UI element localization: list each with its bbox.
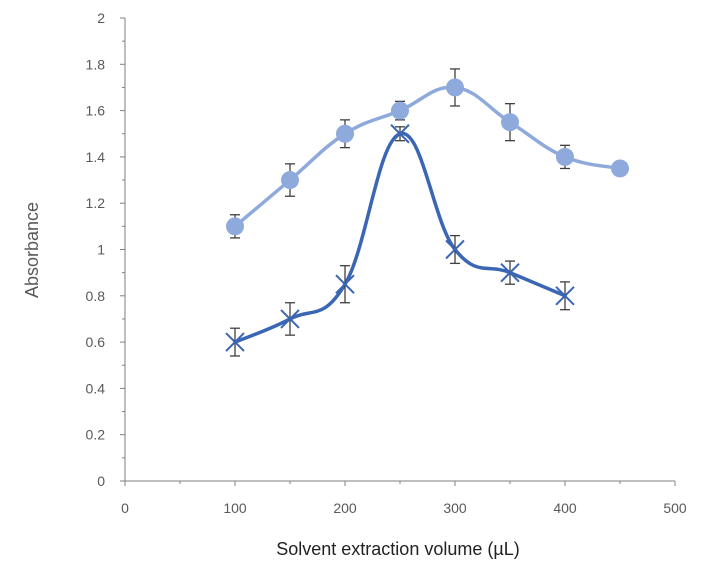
data-point bbox=[336, 124, 354, 143]
data-point bbox=[555, 286, 575, 306]
data-point-stroke bbox=[280, 309, 300, 329]
y-tick-label: 1.6 bbox=[86, 103, 106, 119]
data-point bbox=[446, 78, 464, 97]
series-2 bbox=[225, 124, 575, 357]
y-tick-label: 1.2 bbox=[86, 195, 106, 211]
data-point bbox=[611, 159, 629, 178]
x-tick-label: 500 bbox=[663, 500, 687, 516]
y-axis-title: Absorbance bbox=[22, 202, 42, 298]
data-point bbox=[391, 101, 409, 120]
data-point bbox=[225, 332, 245, 352]
data-point-stroke bbox=[500, 262, 520, 283]
data-point bbox=[445, 239, 465, 260]
data-point-stroke bbox=[445, 239, 465, 260]
x-tick-label: 0 bbox=[121, 500, 129, 516]
y-tick-label: 2 bbox=[97, 10, 105, 26]
data-point bbox=[226, 217, 244, 236]
x-tick-label: 100 bbox=[223, 500, 247, 516]
data-point-stroke bbox=[335, 274, 355, 294]
data-point bbox=[281, 171, 299, 190]
y-tick-label: 1.4 bbox=[86, 149, 106, 165]
data-point-stroke bbox=[390, 124, 410, 144]
data-point bbox=[556, 147, 574, 166]
x-tick-label: 400 bbox=[553, 500, 577, 516]
data-point bbox=[390, 124, 410, 144]
data-point-stroke bbox=[225, 332, 245, 352]
axes: 0 0.2 0.4 0.6 0.8 1 1.2 1.4 1.6 1.8 2 0 100 200 300 400… bbox=[86, 10, 687, 516]
x-tick-label: 300 bbox=[443, 500, 467, 516]
x-tick-label: 200 bbox=[333, 500, 357, 516]
y-tick-label: 0.4 bbox=[86, 380, 106, 396]
data-point bbox=[335, 274, 355, 294]
y-tick-label: 1.8 bbox=[86, 56, 106, 72]
plot-area bbox=[225, 68, 629, 357]
y-tick-label: 0 bbox=[97, 473, 105, 489]
series-1 bbox=[226, 68, 629, 239]
data-point bbox=[280, 309, 300, 329]
data-point-stroke bbox=[555, 286, 575, 306]
y-tick-label: 0.6 bbox=[86, 334, 106, 350]
y-tick-label: 0.8 bbox=[86, 288, 106, 304]
x-axis-title: Solvent extraction volume (µL) bbox=[276, 539, 519, 559]
y-tick-label: 0.2 bbox=[86, 427, 106, 443]
data-point bbox=[501, 113, 519, 132]
y-tick-label: 1 bbox=[97, 242, 105, 258]
data-point bbox=[500, 262, 520, 283]
series-line bbox=[233, 131, 567, 344]
